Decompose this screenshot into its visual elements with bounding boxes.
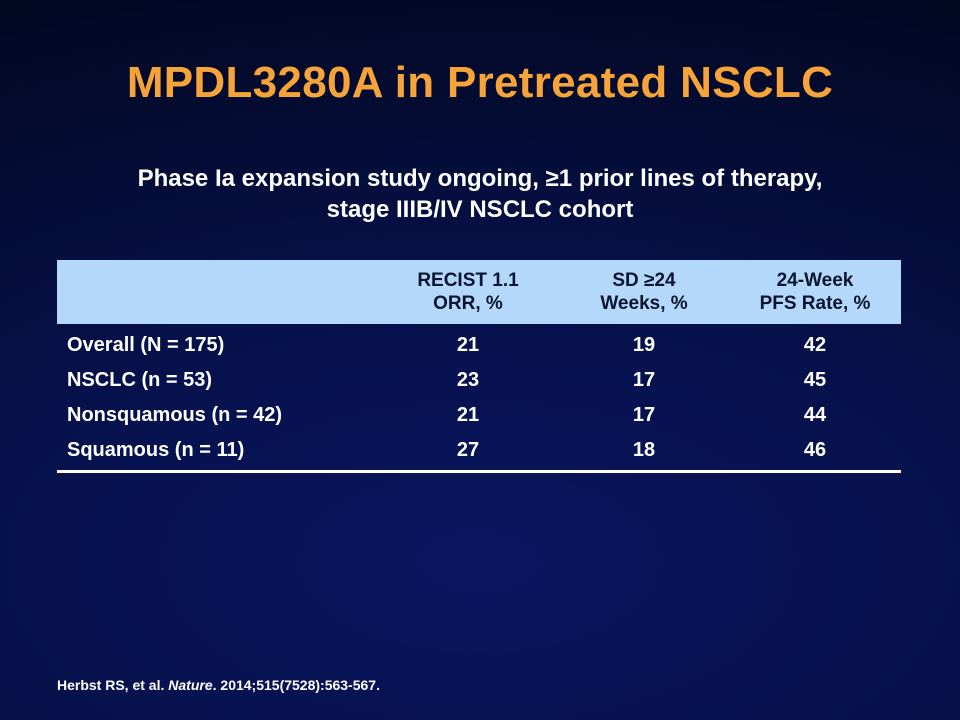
header-pfs-line-2: PFS Rate, % bbox=[759, 293, 871, 314]
sd-value: 19 bbox=[632, 334, 656, 356]
header-sd-line-2: Weeks, % bbox=[600, 293, 688, 314]
subtitle-line-2: stage IIIB/IV NSCLC cohort bbox=[326, 196, 634, 223]
sd-value: 17 bbox=[632, 404, 656, 426]
table-row: NSCLC (n = 53) 23 17 45 bbox=[57, 363, 901, 398]
orr-value: 21 bbox=[456, 404, 480, 426]
row-label: Nonsquamous (n = 42) bbox=[67, 404, 283, 426]
sd-value: 17 bbox=[632, 369, 656, 391]
sd-value: 18 bbox=[559, 433, 729, 473]
table-header-row: RECIST 1.1 ORR, % SD ≥24 Weeks, % 24-Wee… bbox=[57, 260, 901, 324]
citation-journal: Nature bbox=[168, 677, 213, 693]
row-label: Overall (N = 175) bbox=[67, 334, 225, 356]
table-row: Nonsquamous (n = 42) 21 17 44 bbox=[57, 398, 901, 433]
results-table: RECIST 1.1 ORR, % SD ≥24 Weeks, % 24-Wee… bbox=[57, 260, 901, 473]
header-orr-line-2: ORR, % bbox=[433, 293, 503, 314]
slide-subtitle: Phase Ia expansion study ongoing, ≥1 pri… bbox=[60, 163, 900, 225]
pfs-value: 46 bbox=[729, 433, 901, 473]
header-orr: RECIST 1.1 ORR, % bbox=[377, 260, 559, 324]
orr-value: 23 bbox=[456, 369, 480, 391]
header-sd: SD ≥24 Weeks, % bbox=[559, 260, 729, 324]
orr-value: 27 bbox=[377, 433, 559, 473]
citation-authors: Herbst RS, et al. bbox=[57, 677, 169, 693]
table-row: Overall (N = 175) 21 19 42 bbox=[57, 324, 901, 363]
header-pfs: 24-Week PFS Rate, % bbox=[729, 260, 901, 324]
pfs-value: 45 bbox=[803, 369, 827, 391]
row-label: Squamous (n = 11) bbox=[57, 433, 377, 473]
orr-value: 21 bbox=[456, 334, 480, 356]
header-sd-line-1: SD ≥24 bbox=[612, 270, 676, 291]
pfs-value: 44 bbox=[803, 404, 827, 426]
citation: Herbst RS, et al. Nature. 2014;515(7528)… bbox=[57, 677, 380, 693]
header-cell-empty bbox=[57, 260, 377, 324]
header-orr-line-1: RECIST 1.1 bbox=[417, 270, 519, 291]
slide-title: MPDL3280A in Pretreated NSCLC bbox=[126, 58, 834, 107]
pfs-value: 42 bbox=[803, 334, 827, 356]
header-pfs-line-1: 24-Week bbox=[776, 270, 854, 291]
row-label: NSCLC (n = 53) bbox=[67, 369, 213, 391]
table-row: Squamous (n = 11) 27 18 46 bbox=[57, 433, 901, 473]
citation-details: . 2014;515(7528):563-567. bbox=[212, 677, 380, 693]
subtitle-line-1: Phase Ia expansion study ongoing, ≥1 pri… bbox=[137, 165, 823, 192]
